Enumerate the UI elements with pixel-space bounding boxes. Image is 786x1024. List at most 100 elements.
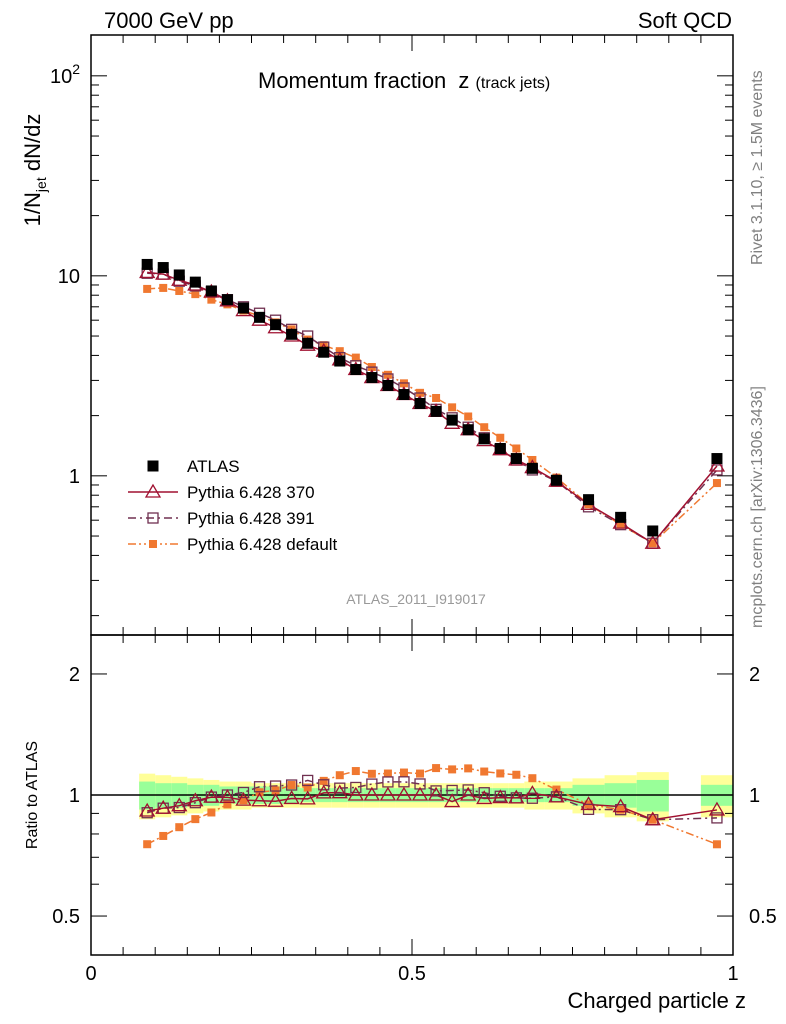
data-point [712,479,721,488]
data-point [383,370,392,379]
data-point [414,397,426,409]
ratio-point [416,769,425,778]
data-point [711,453,723,465]
header-left-label: 7000 GeV pp [104,8,234,33]
ratio-point [303,783,312,792]
chart-title-var: z [458,68,469,93]
ratio-point [411,786,429,801]
ratio-point [383,769,392,778]
data-point [512,444,521,453]
data-point [221,294,233,306]
ratio-point [427,786,445,801]
ratio-y-tick-label-right: 2 [749,664,760,686]
legend-label: ATLAS [187,457,240,476]
ratio-point [616,805,625,814]
ratio-point [159,831,168,840]
data-point [708,457,726,472]
ratio-point [350,781,362,794]
ratio-series-layer [139,764,726,849]
ratio-point [432,764,441,773]
ratio-point [496,769,505,778]
ratio-point [708,801,726,816]
x-tick-label: 0.5 [398,963,426,985]
ratio-point [512,770,521,779]
data-point [430,405,442,417]
ratio-point [612,798,629,813]
ratio-point [462,784,474,796]
analysis-id-label: ATLAS_2011_I919017 [346,591,486,607]
data-point [462,424,474,436]
ratio-point [524,785,541,800]
data-point [382,379,394,391]
main-panel: 1 10 102 [50,35,734,635]
x-tick-label: 0 [85,963,96,985]
ratio-point [267,792,284,807]
ratio-point [334,782,346,794]
ratio-point [287,781,296,790]
ratio-point [480,767,489,776]
ratio-point [430,785,442,797]
data-point [207,295,216,304]
data-point [464,412,473,421]
ratio-point [302,774,314,787]
ratio-point [299,790,316,805]
main-series-layer [139,258,726,549]
ratio-point [253,781,266,793]
data-point [318,346,330,358]
ratio-point [207,808,216,817]
ratio-point [191,815,200,824]
legend-marker [147,512,159,524]
data-point [550,474,562,486]
ratio-y-tick-label: 2 [69,664,80,686]
data-point [189,276,201,288]
ratio-point [251,792,268,807]
data-point [446,414,458,426]
legend-label: Pythia 6.428 default [187,535,338,554]
data-point [286,328,298,340]
ratio-point [711,812,723,824]
data-point [615,511,627,523]
data-point [155,265,172,280]
chart-title: Momentum fraction z (track jets) [258,68,550,93]
ratio-point [237,786,250,799]
ratio-point [315,784,332,799]
ratio-point [644,811,661,826]
ratio-point [460,786,477,801]
ratio-point [347,786,364,801]
ratio-point [548,788,565,803]
data-point [448,403,457,412]
ratio-y-tick-label-right: 0.5 [749,906,777,928]
data-point [711,464,723,476]
data-point [270,319,282,331]
data-point [526,462,538,474]
ratio-point [203,788,220,803]
data-point [334,355,346,367]
y-axis-label-ratio: Ratio to ATLAS [24,741,41,849]
ratio-point [379,786,397,801]
data-point [496,433,505,442]
chart-title-main: Momentum fraction [258,68,446,93]
ratio-point [235,791,252,806]
ratio-point [363,786,381,801]
data-point [510,453,522,465]
data-point [583,494,595,506]
data-point [478,433,490,445]
legend-marker [144,483,162,498]
header-right-label: Soft QCD [638,8,732,33]
ratio-point [143,840,152,849]
ratio-y-tick-label: 0.5 [52,906,80,928]
data-point [616,520,625,529]
mcplots-label: mcplots.cern.ch [arXiv:1306.3436] [749,386,766,628]
ratio-point [492,789,509,804]
data-point [398,389,410,401]
ratio-point [351,767,360,776]
legend-marker [149,540,157,548]
ratio-point [331,784,348,799]
ratio-point [285,779,298,791]
data-point [432,393,441,402]
ratio-point [155,799,172,814]
ratio-point [443,793,461,808]
data-point [350,364,362,376]
data-point [494,442,506,454]
